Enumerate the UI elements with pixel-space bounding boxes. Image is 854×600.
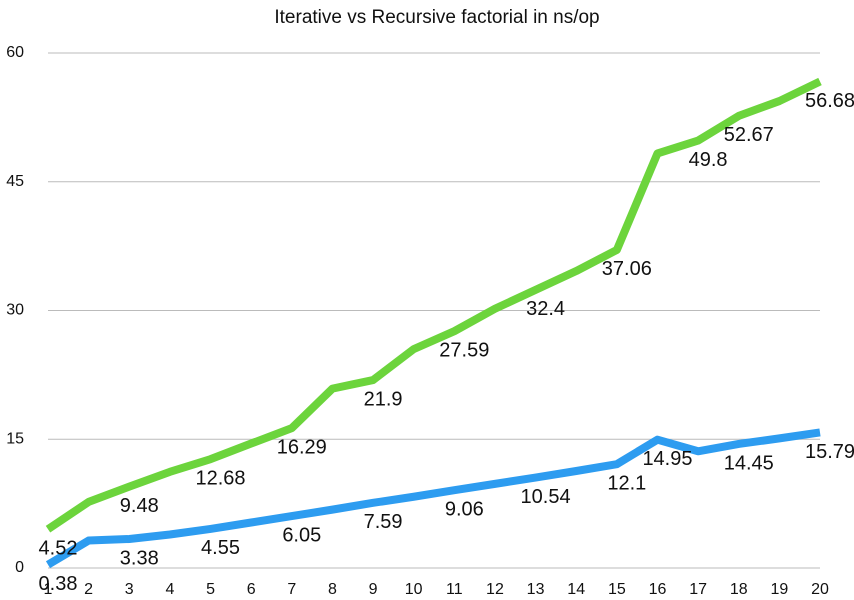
data-label: 16.29 (277, 436, 327, 458)
x-tick-label: 10 (405, 581, 423, 598)
data-label: 21.9 (364, 388, 403, 410)
x-tick-label: 18 (730, 581, 748, 598)
data-label: 10.54 (521, 486, 571, 508)
x-tick-label: 9 (369, 581, 378, 598)
data-label: 56.68 (805, 90, 854, 112)
data-label: 3.38 (120, 547, 159, 569)
x-tick-label: 17 (689, 581, 707, 598)
x-tick-label: 12 (486, 581, 504, 598)
x-tick-label: 15 (608, 581, 626, 598)
y-tick-label: 30 (6, 302, 24, 319)
x-tick-label: 14 (567, 581, 585, 598)
x-tick-label: 2 (84, 581, 93, 598)
x-tick-label: 3 (125, 581, 134, 598)
x-tick-label: 6 (247, 581, 256, 598)
x-tick-label: 20 (811, 581, 829, 598)
data-label: 27.59 (439, 339, 489, 361)
data-label: 6.05 (282, 524, 321, 546)
data-label: 37.06 (602, 258, 652, 280)
series-line (45, 428, 821, 569)
x-tick-label: 5 (206, 581, 215, 598)
data-label: 7.59 (364, 511, 403, 533)
data-label: 0.38 (39, 573, 78, 595)
y-tick-label: 45 (6, 173, 24, 190)
series-line (45, 77, 822, 533)
data-label: 15.79 (805, 441, 854, 463)
x-tick-label: 16 (649, 581, 667, 598)
data-label: 4.52 (39, 537, 78, 559)
x-tick-label: 11 (446, 581, 463, 598)
data-label: 9.06 (445, 499, 484, 521)
data-label: 9.48 (120, 495, 159, 517)
x-tick-label: 4 (165, 581, 174, 598)
y-tick-label: 60 (6, 44, 24, 61)
y-tick-label: 0 (15, 559, 24, 576)
data-label: 12.68 (195, 467, 245, 489)
data-label: 14.45 (724, 452, 774, 474)
y-tick-label: 15 (6, 430, 24, 447)
x-tick-label: 13 (527, 581, 545, 598)
data-label: 4.55 (201, 537, 240, 559)
data-label: 49.8 (689, 149, 728, 171)
data-label: 32.4 (526, 298, 565, 320)
chart-title: Iterative vs Recursive factorial in ns/o… (274, 7, 599, 28)
data-label: 12.1 (607, 472, 646, 494)
data-label: 14.95 (642, 448, 692, 470)
x-tick-label: 19 (770, 581, 788, 598)
x-tick-label: 8 (328, 581, 337, 598)
x-tick-label: 1 (44, 581, 53, 598)
data-label: 52.67 (724, 124, 774, 146)
x-tick-label: 7 (287, 581, 296, 598)
